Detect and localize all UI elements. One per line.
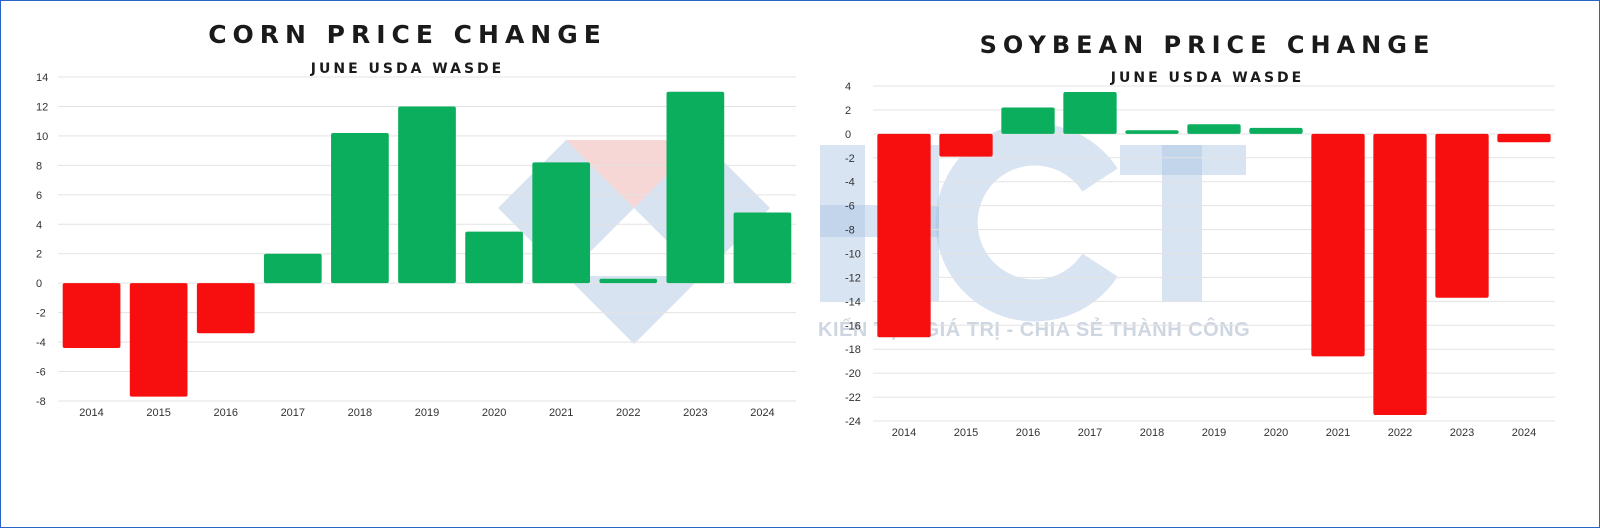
corn-bar-2014 xyxy=(62,283,121,348)
soybean-x-tick-label: 2021 xyxy=(1326,427,1350,439)
corn-y-tick-label: 12 xyxy=(36,101,48,113)
corn-bar-2016 xyxy=(196,283,255,334)
soybean-x-tick-label: 2023 xyxy=(1450,427,1474,439)
soybean-y-tick-label: -6 xyxy=(845,201,855,213)
soybean-x-tick-label: 2015 xyxy=(954,427,978,439)
corn-bar-2024 xyxy=(733,212,792,284)
corn-y-tick-label: 6 xyxy=(36,190,42,202)
soybean-y-tick-label: -4 xyxy=(845,177,855,189)
corn-x-tick-label: 2024 xyxy=(750,407,774,419)
corn-y-tick-label: 10 xyxy=(36,131,48,143)
soybean-x-tick-label: 2017 xyxy=(1078,427,1102,439)
soybean-x-tick-label: 2024 xyxy=(1512,427,1536,439)
corn-y-tick-label: 0 xyxy=(36,278,42,290)
corn-x-tick-label: 2020 xyxy=(482,407,506,419)
corn-y-tick-label: -4 xyxy=(36,337,46,349)
corn-bars xyxy=(62,91,792,397)
corn-bar-2022 xyxy=(599,278,658,284)
soybean-y-tick-label: -24 xyxy=(845,416,861,428)
corn-bar-2019 xyxy=(398,106,456,284)
corn-x-tick-label: 2019 xyxy=(415,407,439,419)
soybean-y-tick-label: -16 xyxy=(845,320,861,332)
soybean-chart-subtitle: JUNE USDA WASDE xyxy=(1110,70,1305,86)
soybean-bar-2022 xyxy=(1373,133,1427,416)
corn-bar-2023 xyxy=(666,91,725,284)
soybean-x-tick-label: 2014 xyxy=(892,427,916,439)
corn-x-tick-label: 2021 xyxy=(549,407,573,419)
soybean-bar-2019 xyxy=(1187,124,1241,134)
soybean-y-tick-label: 4 xyxy=(845,81,851,93)
corn-bar-2017 xyxy=(263,253,322,284)
soybean-x-tick-label: 2019 xyxy=(1202,427,1226,439)
corn-y-axis: 14 12 10 8 6 4 2 0 -2 -4 -6 -8 xyxy=(36,72,48,408)
soybean-y-tick-label: -8 xyxy=(845,225,855,237)
soybean-bar-2018 xyxy=(1125,130,1179,134)
soybean-x-tick-label: 2016 xyxy=(1016,427,1040,439)
soybean-x-axis: 2014 2015 2016 2017 2018 2019 2020 2021 2022 2023… xyxy=(892,427,1536,439)
corn-x-tick-label: 2014 xyxy=(79,407,103,419)
soybean-bar-2014 xyxy=(877,133,931,338)
corn-y-tick-label: -2 xyxy=(36,308,46,320)
soybean-y-tick-label: -10 xyxy=(845,249,861,261)
soybean-bar-2024 xyxy=(1497,133,1551,143)
corn-chart-subtitle: JUNE USDA WASDE xyxy=(310,61,505,77)
corn-x-tick-label: 2018 xyxy=(348,407,372,419)
soybean-x-tick-label: 2018 xyxy=(1140,427,1164,439)
corn-chart-title: CORN PRICE CHANGE xyxy=(208,20,607,49)
soybean-bar-2021 xyxy=(1311,133,1365,357)
corn-x-tick-label: 2017 xyxy=(281,407,305,419)
soybean-y-tick-label: 0 xyxy=(845,129,851,141)
soybean-bar-2023 xyxy=(1435,133,1489,298)
corn-y-tick-label: -6 xyxy=(36,367,46,379)
corn-y-tick-label: -8 xyxy=(36,396,46,408)
corn-bar-2018 xyxy=(331,132,389,284)
soybean-gridlines xyxy=(873,85,1555,422)
soybean-y-tick-label: -2 xyxy=(845,153,855,165)
soybean-bar-2016 xyxy=(1001,107,1055,134)
corn-bar-2021 xyxy=(532,162,591,284)
soybean-y-axis: 4 2 0 -2 -4 -6 -8 -10 -12 -14 -16 -18 -20 -22 -24 xyxy=(845,81,861,428)
soybean-bar-2015 xyxy=(939,133,993,157)
corn-x-tick-label: 2015 xyxy=(146,407,170,419)
corn-chart-panel: CORN PRICE CHANGE JUNE USDA WASDE 14 12 10… xyxy=(36,20,796,419)
corn-x-tick-label: 2016 xyxy=(213,407,237,419)
soybean-y-tick-label: 2 xyxy=(845,105,851,117)
soybean-y-tick-label: -12 xyxy=(845,272,861,284)
soybean-y-tick-label: -18 xyxy=(845,344,861,356)
soybean-bar-2020 xyxy=(1249,127,1303,134)
soybean-x-tick-label: 2022 xyxy=(1388,427,1412,439)
corn-y-tick-label: 4 xyxy=(36,219,42,231)
corn-x-axis: 2014 2015 2016 2017 2018 2019 2020 2021 2022 2023… xyxy=(79,407,774,419)
corn-y-tick-label: 2 xyxy=(36,249,42,261)
corn-x-tick-label: 2022 xyxy=(616,407,640,419)
corn-bar-2020 xyxy=(465,231,523,284)
soybean-bars xyxy=(877,91,1551,416)
corn-y-tick-label: 8 xyxy=(36,160,42,172)
corn-x-tick-label: 2023 xyxy=(683,407,707,419)
soybean-y-tick-label: -22 xyxy=(845,392,861,404)
soybean-y-tick-label: -20 xyxy=(845,368,861,380)
soybean-bar-2017 xyxy=(1063,91,1117,134)
soybean-chart-title: SOYBEAN PRICE CHANGE xyxy=(979,31,1436,59)
soybean-y-tick-label: -14 xyxy=(845,296,861,308)
corn-bar-2015 xyxy=(129,283,188,397)
soybean-x-tick-label: 2020 xyxy=(1264,427,1288,439)
corn-y-tick-label: 14 xyxy=(36,72,48,84)
